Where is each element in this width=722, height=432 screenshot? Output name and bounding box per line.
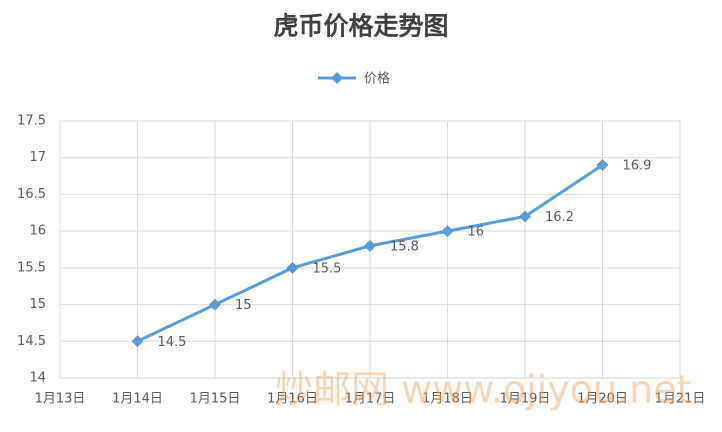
data-label: 15.5 — [313, 261, 342, 276]
y-tick-label: 17.5 — [17, 114, 46, 129]
marker — [209, 298, 221, 311]
y-tick-label: 15.5 — [17, 260, 46, 275]
y-tick-label: 17 — [29, 150, 46, 165]
watermark: 炒邮网 www.ojiyou.net — [275, 368, 692, 412]
y-tick-label: 16 — [29, 224, 46, 239]
y-tick-label: 14 — [29, 371, 46, 386]
data-label: 16 — [468, 225, 485, 240]
data-label: 16.9 — [623, 159, 652, 174]
x-tick-label: 1月14日 — [112, 392, 163, 407]
x-tick-label: 1月13日 — [35, 392, 86, 407]
x-tick-label: 1月21日 — [655, 392, 706, 407]
legend-label: 价格 — [364, 71, 390, 87]
x-tick-label: 1月20日 — [577, 392, 628, 407]
x-tick-label: 1月17日 — [345, 392, 396, 407]
marker — [131, 335, 144, 348]
y-tick-label: 14.5 — [17, 334, 46, 349]
marker — [596, 159, 609, 172]
x-tick-label: 1月18日 — [422, 392, 473, 407]
x-tick-label: 1月15日 — [190, 392, 241, 407]
marker — [286, 261, 299, 274]
marker — [441, 225, 454, 238]
y-tick-label: 16.5 — [17, 187, 46, 202]
y-tick-label: 15 — [29, 297, 46, 312]
x-tick-label: 1月19日 — [500, 392, 551, 407]
data-label: 16.2 — [545, 210, 574, 225]
chart-title: 虎币价格走势图 — [273, 12, 448, 41]
data-label: 14.5 — [158, 335, 187, 350]
legend-marker — [331, 72, 343, 84]
x-tick-label: 1月16日 — [267, 392, 318, 407]
data-label: 15 — [235, 298, 252, 313]
marker — [519, 210, 531, 223]
data-label: 15.8 — [390, 239, 419, 254]
marker — [364, 239, 376, 252]
